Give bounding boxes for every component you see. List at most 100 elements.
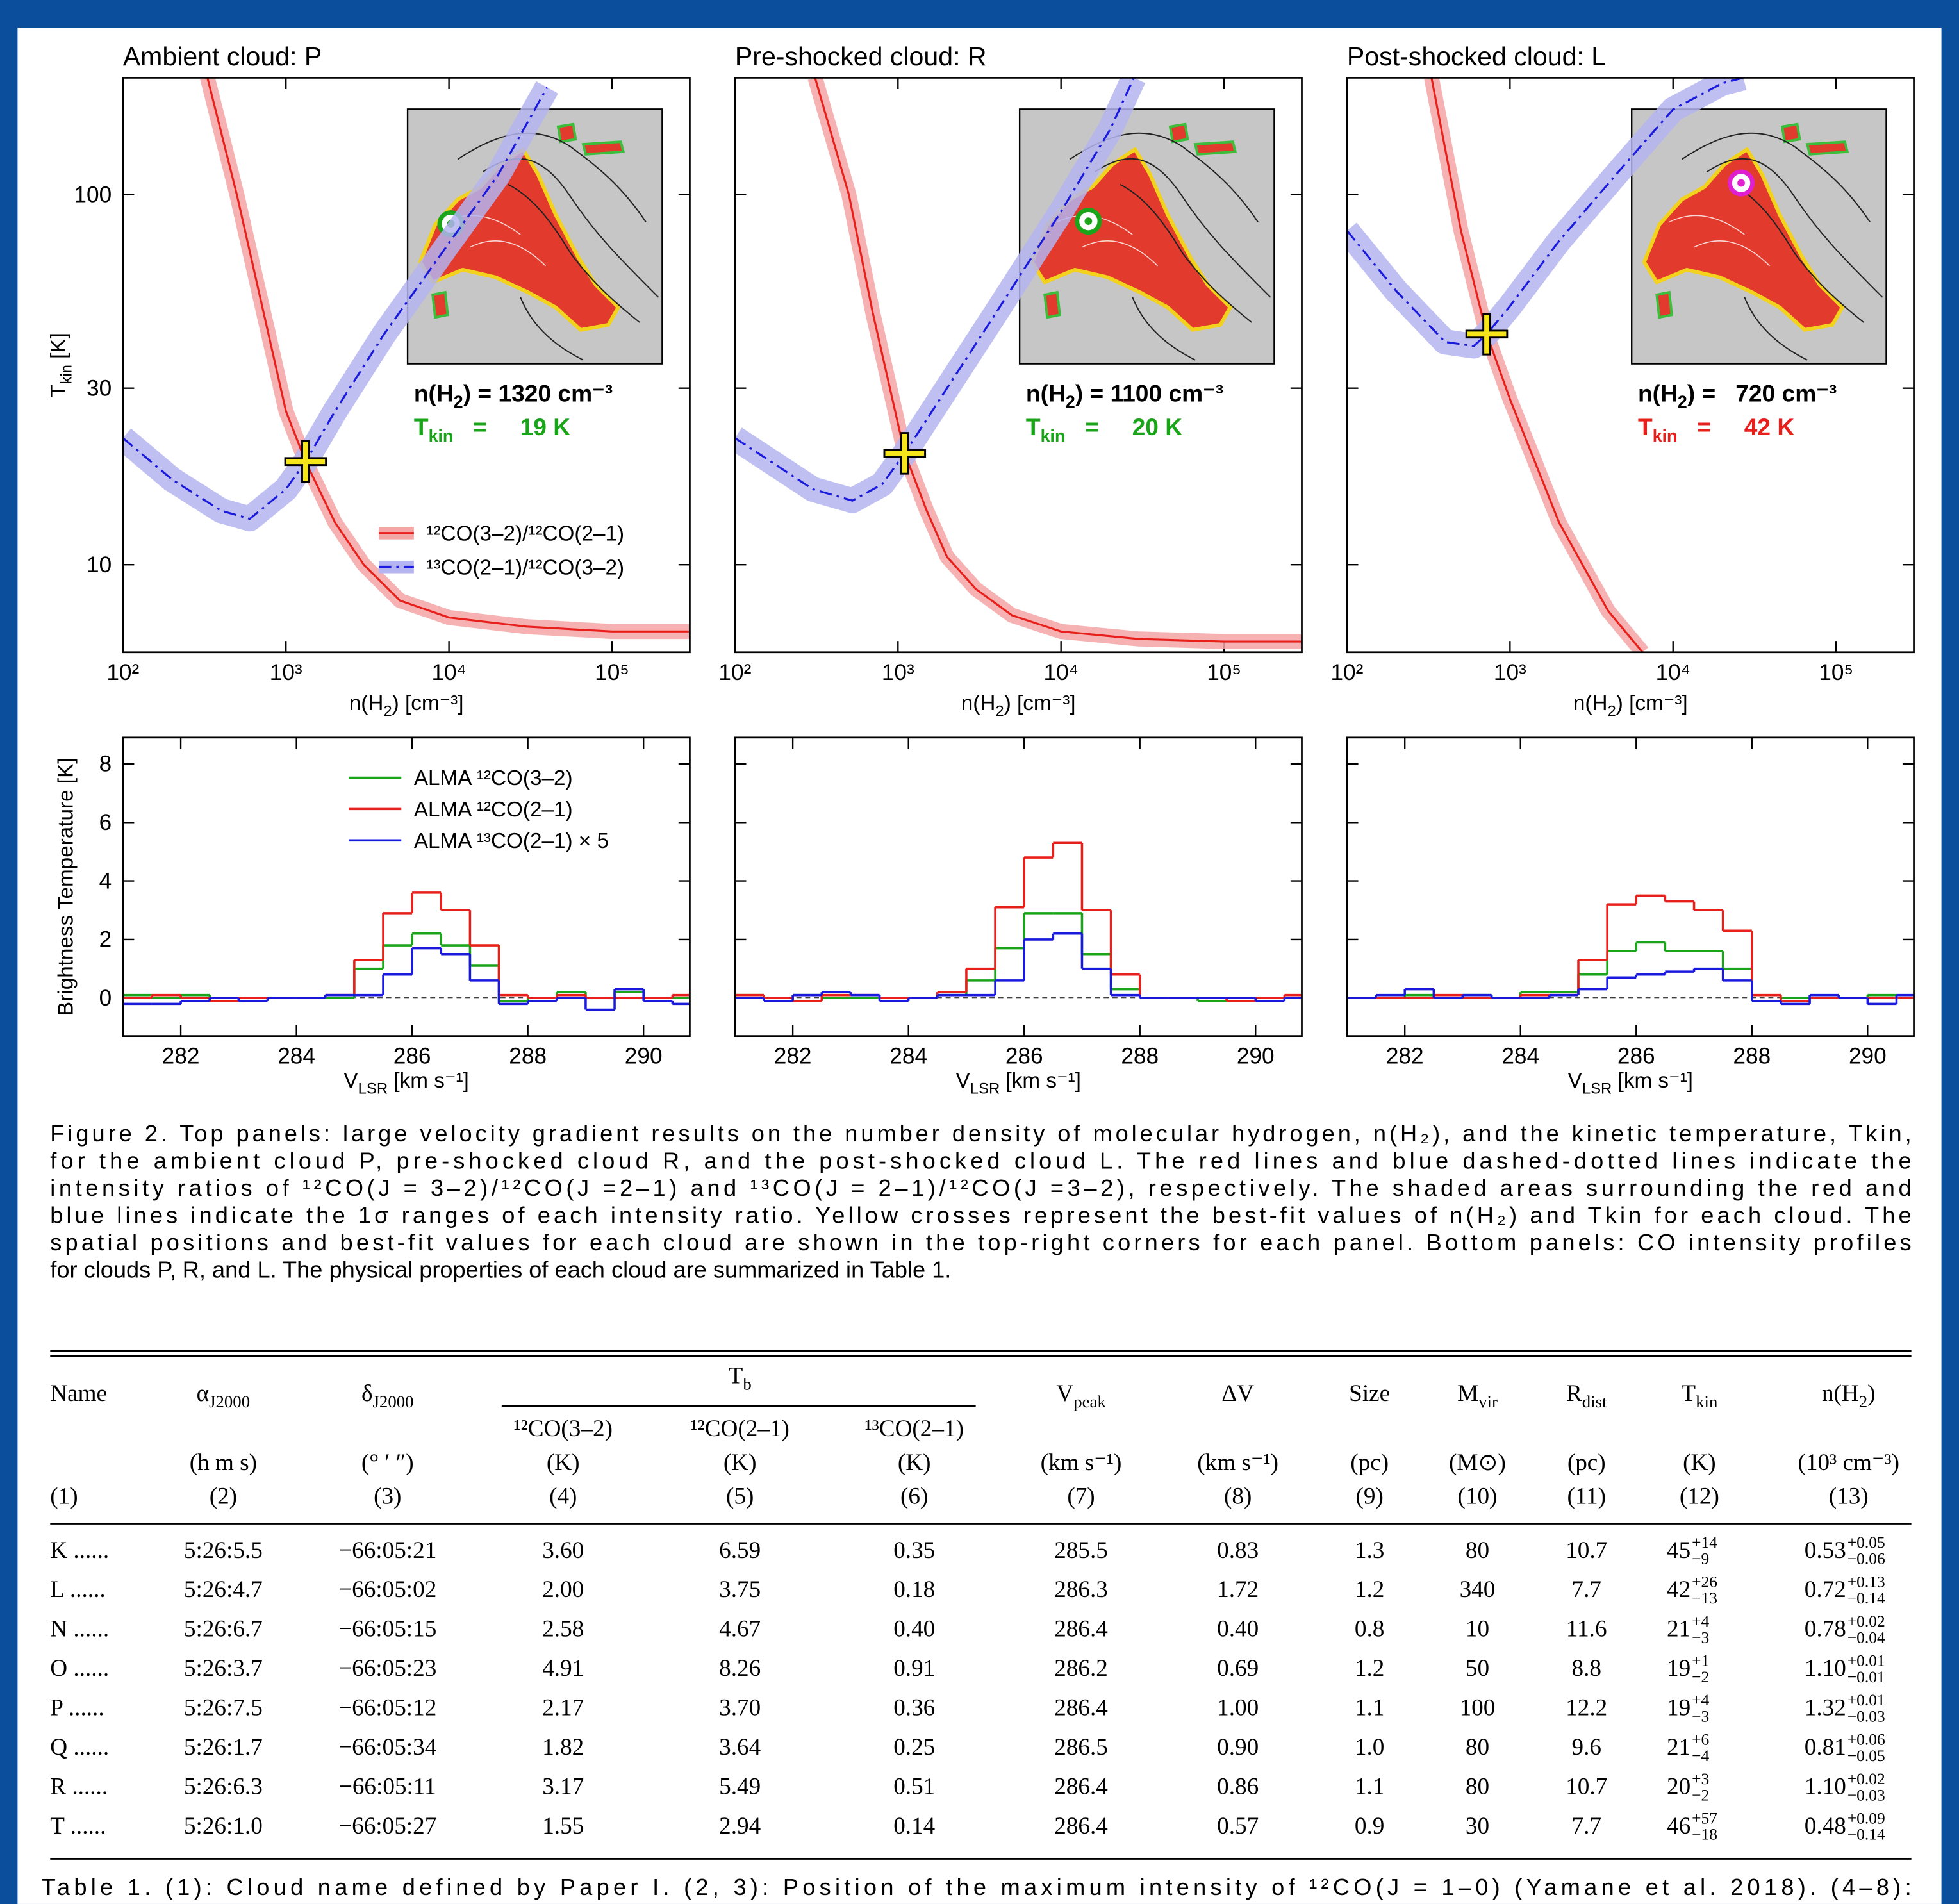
- annotation-part: T: [1026, 413, 1041, 440]
- x-axis-label-part: ) [cm⁻³]: [1616, 691, 1688, 715]
- x-tick-label: 10⁵: [595, 660, 629, 685]
- table-header-part: kin: [1696, 1392, 1717, 1411]
- x-axis-label-part: [km s⁻¹]: [388, 1069, 469, 1093]
- table-cell: 80: [1466, 1734, 1489, 1760]
- table-cell: 3.75: [719, 1577, 761, 1603]
- table-cell: 45: [1667, 1537, 1690, 1564]
- y-tick-label: 4: [99, 868, 112, 893]
- y-tick-label: 6: [99, 810, 112, 835]
- table-header-part: δ: [361, 1380, 373, 1407]
- x-tick-label: 288: [1121, 1044, 1159, 1069]
- table-header-part: b: [743, 1375, 751, 1394]
- table-cell-lower: −3: [1692, 1628, 1709, 1646]
- table-cell: 21: [1667, 1616, 1690, 1643]
- table-header-part: M: [1457, 1380, 1478, 1407]
- table-cell: 1.0: [1355, 1734, 1384, 1760]
- table-header-part: ΔV: [1221, 1380, 1254, 1407]
- table-cell: 1.55: [542, 1813, 584, 1839]
- table-header: Size: [1349, 1380, 1390, 1407]
- x-axis-label-part: n(H: [961, 691, 996, 715]
- x-tick-label: 10⁵: [1207, 660, 1241, 685]
- x-axis-label-part: 2: [995, 703, 1004, 720]
- table-cell: 0.14: [893, 1813, 935, 1839]
- table-cell: 100: [1460, 1695, 1496, 1721]
- table-unit: (h m s): [190, 1450, 257, 1476]
- table-cell: 0.40: [1217, 1616, 1259, 1643]
- table-cell: 0.36: [893, 1695, 935, 1721]
- table-cell: 8.8: [1572, 1655, 1601, 1682]
- table-cell: 0.18: [893, 1577, 935, 1603]
- table-cell: 6.59: [719, 1537, 761, 1564]
- table-cell: 7.7: [1572, 1813, 1601, 1839]
- table-cell: 1.1: [1355, 1695, 1384, 1721]
- table-cell: 2.94: [719, 1813, 761, 1839]
- table-cell: 5:26:5.5: [184, 1537, 263, 1564]
- x-axis-label-part: V: [955, 1069, 970, 1093]
- legend-label: ¹²CO(3–2)/¹²CO(2–1): [426, 522, 624, 546]
- table-unit: (km s⁻¹): [1041, 1450, 1122, 1476]
- figure-caption-line: Figure 2. Top panels: large velocity gra…: [50, 1120, 1911, 1147]
- table-cell: 2.17: [542, 1695, 584, 1721]
- x-tick-label: 284: [889, 1044, 927, 1069]
- x-tick-label: 10⁴: [431, 660, 466, 685]
- table-header-part: n(H: [1822, 1380, 1859, 1407]
- table-header: n(H2): [1822, 1380, 1876, 1411]
- table-cell-lower: −9: [1692, 1550, 1709, 1568]
- table-cell: 286.2: [1054, 1655, 1108, 1682]
- y-axis-label-part: T: [47, 385, 70, 397]
- table-cell: 3.70: [719, 1695, 761, 1721]
- table-cell: 1.00: [1217, 1695, 1259, 1721]
- table-column-number: (11): [1567, 1484, 1606, 1510]
- x-tick-label: 286: [1617, 1044, 1655, 1069]
- x-tick-label: 284: [1501, 1044, 1539, 1069]
- y-axis-label: Brightness Temperature [K]: [54, 757, 78, 1015]
- table-column-number: (10): [1458, 1484, 1498, 1510]
- annotation-part: ) = 1100 cm⁻³: [1075, 379, 1223, 406]
- table-header-part: peak: [1073, 1392, 1106, 1411]
- table-cell: 1.10: [1805, 1655, 1846, 1682]
- x-tick-label: 282: [162, 1044, 200, 1069]
- table-cell: 42: [1667, 1577, 1690, 1603]
- table-cell: 286.5: [1054, 1734, 1108, 1760]
- table-cell: 80: [1466, 1537, 1489, 1564]
- table-cell: 10: [1466, 1616, 1489, 1643]
- annotation-part: 2: [1678, 392, 1687, 411]
- table-column-number: (2): [210, 1484, 237, 1510]
- y-axis-label-part: kin: [58, 365, 76, 385]
- panel-title: Ambient cloud: P: [123, 42, 322, 71]
- x-tick-label: 284: [277, 1044, 315, 1069]
- table-cell: 2.58: [542, 1616, 584, 1643]
- table-cell: 0.48: [1805, 1813, 1846, 1839]
- table-cell: 0.35: [893, 1537, 935, 1564]
- legend-label: ALMA ¹²CO(3–2): [414, 766, 573, 790]
- table-cell: 12.2: [1566, 1695, 1607, 1721]
- table-cell-lower: −0.06: [1847, 1550, 1885, 1568]
- annotation-part: kin: [1653, 426, 1678, 445]
- annotation-part: 2: [454, 392, 463, 411]
- table-cell: −66:05:21: [338, 1537, 436, 1564]
- table-column-number: (8): [1224, 1484, 1252, 1510]
- panel-title: Post-shocked cloud: L: [1347, 42, 1606, 71]
- y-tick-label: 100: [74, 183, 112, 208]
- table-column-number: (1): [50, 1484, 78, 1510]
- table-column-number: (3): [374, 1484, 401, 1510]
- table-unit: (K): [1683, 1450, 1716, 1476]
- table-header-part: α: [197, 1380, 209, 1407]
- x-axis-label-part: [km s⁻¹]: [1000, 1069, 1081, 1093]
- table-column-number: (7): [1067, 1484, 1095, 1510]
- x-axis-label-part: 2: [383, 703, 392, 720]
- table-cell: 5.49: [719, 1774, 761, 1800]
- table-header-part: T: [1681, 1380, 1696, 1407]
- table-cell: 286.4: [1054, 1695, 1108, 1721]
- annotation-part: T: [1638, 413, 1653, 440]
- y-tick-label: 8: [99, 752, 112, 777]
- x-axis-label-part: ) [cm⁻³]: [392, 691, 464, 715]
- x-axis-label-part: LSR: [970, 1080, 1000, 1098]
- table-cell: 20: [1667, 1774, 1690, 1800]
- annotation-part: ) = 1320 cm⁻³: [463, 379, 613, 406]
- table-cell: 0.53: [1805, 1537, 1846, 1564]
- table-header-part: R: [1566, 1380, 1582, 1407]
- x-tick-label: 10²: [106, 660, 139, 685]
- table-cell: 0.90: [1217, 1734, 1259, 1760]
- table-cell: 1.82: [542, 1734, 584, 1760]
